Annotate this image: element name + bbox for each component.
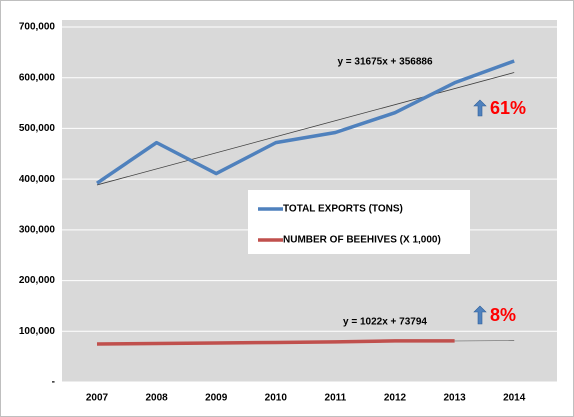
x-tick-label: 2013 [443, 393, 466, 404]
y-tick-label: 600,000 [19, 72, 56, 83]
up-arrow [473, 305, 487, 325]
y-tick-label: 200,000 [19, 275, 56, 286]
annotation: 61% [490, 98, 526, 118]
y-tick-label: 100,000 [19, 326, 56, 337]
x-tick-label: 2008 [145, 393, 168, 404]
x-tick-label: 2014 [503, 393, 526, 404]
series-line [96, 339, 455, 346]
grid [62, 26, 557, 383]
x-tick-label: 2011 [325, 393, 347, 404]
y-tick-label: - [52, 377, 55, 388]
trendline [96, 72, 515, 186]
x-tick-label: 2009 [205, 393, 228, 404]
marks [96, 59, 515, 346]
legend-box [248, 190, 470, 254]
y-tick-label: 300,000 [19, 224, 56, 235]
trend-equation: y = 31675x + 356886 [337, 57, 433, 68]
series-line [96, 59, 515, 185]
trend-equation: y = 1022x + 73794 [343, 317, 427, 328]
y-tick-label: 700,000 [19, 22, 56, 33]
x-tick-label: 2010 [265, 393, 288, 404]
legend-label: TOTAL EXPORTS (TONS) [283, 204, 403, 215]
y-tick-label: 500,000 [19, 123, 56, 134]
legend-label: NUMBER OF BEEHIVES (X 1,000) [283, 235, 441, 246]
annotation: 8% [490, 305, 516, 325]
up-arrow [473, 99, 487, 117]
y-tick-label: 400,000 [19, 174, 56, 185]
x-tick-label: 2007 [86, 393, 109, 404]
x-tick-label: 2012 [384, 393, 407, 404]
